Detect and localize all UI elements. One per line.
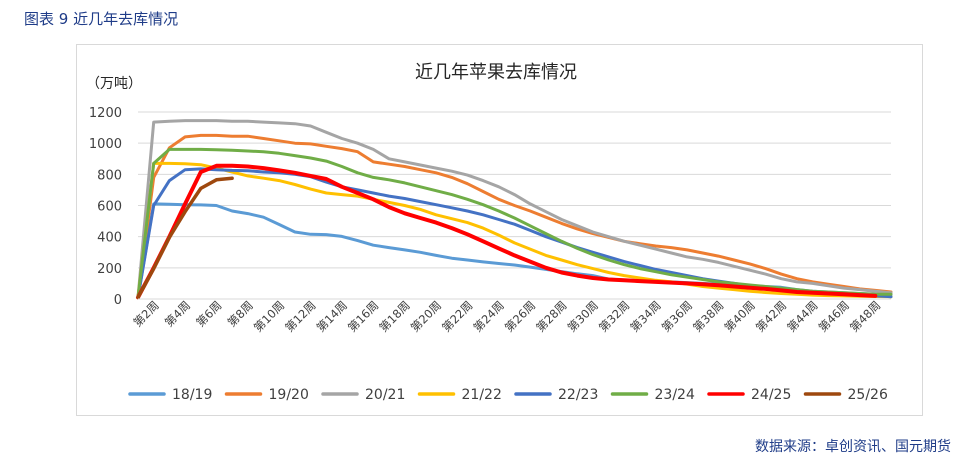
x-tick-label: 第32周	[596, 298, 633, 335]
y-tick-label: 600	[97, 200, 122, 215]
series-lines	[136, 119, 893, 300]
x-tick-label: 第36周	[659, 298, 696, 335]
x-tick-label: 第2周	[130, 298, 161, 329]
x-tick-label: 第12周	[282, 298, 319, 335]
source-note: 数据来源：卓创资讯、国元期货	[755, 439, 951, 455]
x-tick-label: 第6周	[193, 298, 224, 329]
series-line-20-21	[136, 119, 893, 299]
legend-label: 19/20	[269, 387, 309, 403]
x-tick-label: 第22周	[439, 298, 476, 335]
x-tick-label: 第46周	[816, 298, 853, 335]
x-tick-label: 第40周	[721, 298, 758, 335]
x-axis-ticks: 第2周 第4周 第6周 第8周第10周第12周第14周第16周第18周第20周第22周…	[130, 298, 883, 335]
series-line-21-22	[136, 161, 893, 299]
x-tick-label: 第26周	[502, 298, 539, 335]
x-tick-label: 第30周	[565, 298, 602, 335]
y-tick-label: 400	[97, 231, 122, 246]
legend-label: 20/21	[365, 387, 405, 403]
figure-caption: 图表 9 近几年去库情况	[24, 10, 179, 28]
x-tick-label: 第42周	[753, 298, 790, 335]
y-tick-label: 200	[97, 262, 122, 277]
y-axis-ticks: 0 200 400 600 800 1000 1200	[89, 106, 122, 308]
x-tick-label: 第48周	[847, 298, 884, 335]
y-axis-unit-label: （万吨）	[86, 76, 142, 92]
series-line-25-26	[136, 176, 234, 300]
y-tick-label: 1200	[89, 106, 122, 121]
series-line-24-25	[136, 163, 878, 300]
y-tick-label: 1000	[89, 137, 122, 152]
legend-label: 21/22	[462, 387, 502, 403]
legend-label: 23/24	[655, 387, 695, 403]
x-tick-label: 第4周	[162, 298, 193, 329]
chart-title: 近几年苹果去库情况	[415, 62, 577, 83]
x-tick-label: 第10周	[251, 298, 288, 335]
legend-label: 22/23	[558, 387, 598, 403]
legend-label: 24/25	[751, 387, 791, 403]
x-tick-label: 第16周	[345, 298, 382, 335]
series-line-23-24	[136, 147, 893, 299]
legend-label: 25/26	[848, 387, 888, 403]
x-tick-label: 第34周	[627, 298, 664, 335]
x-tick-label: 第14周	[314, 298, 351, 335]
y-tick-label: 800	[97, 168, 122, 183]
y-tick-label: 0	[114, 293, 122, 308]
legend-label: 18/19	[172, 387, 212, 403]
x-tick-label: 第18周	[376, 298, 413, 335]
legend: 18/19 19/20 20/21 21/22 22/23 23/24 24/25 25/26	[128, 387, 888, 403]
x-tick-label: 第28周	[533, 298, 570, 335]
x-tick-label: 第38周	[690, 298, 727, 335]
chart-frame	[76, 44, 923, 416]
x-tick-label: 第44周	[784, 298, 821, 335]
series-line-19-20	[136, 133, 893, 299]
x-tick-label: 第24周	[470, 298, 507, 335]
x-tick-label: 第20周	[408, 298, 445, 335]
